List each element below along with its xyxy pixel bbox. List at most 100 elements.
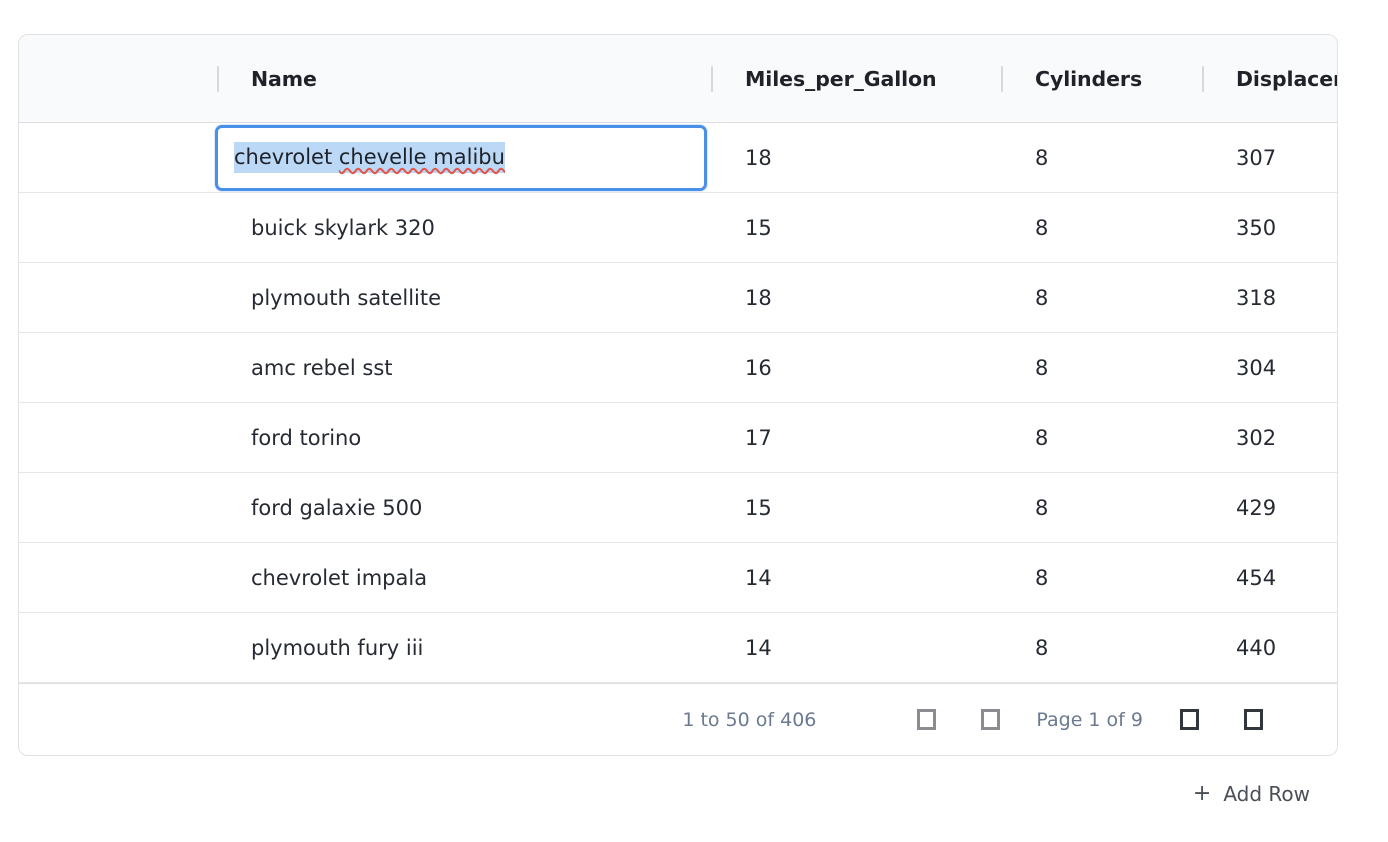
cell-cylinders[interactable]: 8 [1001, 543, 1202, 612]
table-row[interactable]: chevrolet impala 14 8 454 [19, 543, 1337, 613]
cell-value-name: plymouth satellite [251, 285, 442, 310]
cell-value-name: ford galaxie 500 [251, 495, 423, 520]
previous-page-button[interactable] [976, 706, 1004, 734]
cell-name[interactable]: plymouth fury iii [217, 613, 711, 682]
cell-value-displacement: 307 [1236, 145, 1277, 170]
cell-cylinders[interactable]: 8 [1001, 613, 1202, 682]
cell-mpg[interactable]: 15 [711, 193, 1001, 262]
column-header-label-displacement: Displacement [1236, 66, 1337, 91]
cell-value-displacement: 304 [1236, 355, 1277, 380]
cell-name[interactable]: buick skylark 320 [217, 193, 711, 262]
row-index-cell[interactable] [19, 543, 217, 612]
cell-value-mpg: 17 [745, 425, 772, 450]
next-page-icon [1179, 709, 1199, 730]
table-row[interactable]: amc rebel sst 16 8 304 [19, 333, 1337, 403]
cell-value-displacement: 302 [1236, 425, 1277, 450]
cell-value-cylinders: 8 [1035, 145, 1049, 170]
cell-displacement[interactable]: 318 [1202, 263, 1337, 332]
column-header-label-name: Name [251, 66, 317, 91]
cell-value-cylinders: 8 [1035, 425, 1049, 450]
cell-cylinders[interactable]: 8 [1001, 333, 1202, 402]
add-row-button[interactable]: + Add Row [1191, 778, 1312, 810]
cell-displacement[interactable]: 304 [1202, 333, 1337, 402]
cell-cylinders[interactable]: 8 [1001, 263, 1202, 332]
row-index-cell[interactable] [19, 403, 217, 472]
cell-value-cylinders: 8 [1035, 495, 1049, 520]
cell-value-cylinders: 8 [1035, 285, 1049, 310]
cell-mpg[interactable]: 18 [711, 263, 1001, 332]
column-header-name[interactable]: Name [217, 35, 711, 122]
column-resize-handle-cylinders[interactable] [1001, 65, 1003, 92]
page-indicator: Page 1 of 9 [1036, 708, 1143, 731]
cell-name[interactable]: chevrolet chevelle malibu [215, 123, 711, 192]
first-page-icon [916, 709, 936, 730]
cell-value-cylinders: 8 [1035, 565, 1049, 590]
cell-name[interactable]: plymouth satellite [217, 263, 711, 332]
cell-value-cylinders: 8 [1035, 635, 1049, 660]
cell-cylinders[interactable]: 8 [1001, 473, 1202, 542]
cell-mpg[interactable]: 17 [711, 403, 1001, 472]
cell-displacement[interactable]: 429 [1202, 473, 1337, 542]
table-row[interactable]: plymouth fury iii 14 8 440 [19, 613, 1337, 683]
plus-icon: + [1192, 781, 1212, 806]
table-row[interactable]: ford galaxie 500 15 8 429 [19, 473, 1337, 543]
next-page-button[interactable] [1175, 706, 1203, 734]
cell-cylinders[interactable]: 8 [1001, 403, 1202, 472]
row-index-cell[interactable] [19, 473, 217, 542]
cell-value-mpg: 16 [745, 355, 772, 380]
column-header-index[interactable] [19, 35, 217, 122]
grid-header-row: Name Miles_per_Gallon Cylinders Displace… [19, 35, 1337, 123]
last-page-icon [1243, 709, 1263, 730]
cell-mpg[interactable]: 18 [711, 123, 1001, 192]
cell-displacement[interactable]: 454 [1202, 543, 1337, 612]
cell-cylinders[interactable]: 8 [1001, 123, 1202, 192]
data-grid: Name Miles_per_Gallon Cylinders Displace… [18, 34, 1338, 756]
column-resize-handle-displacement[interactable] [1202, 65, 1204, 92]
last-page-button[interactable] [1239, 706, 1267, 734]
cell-mpg[interactable]: 15 [711, 473, 1001, 542]
cell-mpg[interactable]: 14 [711, 613, 1001, 682]
column-header-displacement[interactable]: Displacement [1202, 35, 1337, 122]
cell-value-mpg: 14 [745, 635, 772, 660]
column-header-label-cylinders: Cylinders [1035, 66, 1143, 91]
cell-value-mpg: 15 [745, 215, 772, 240]
cell-displacement[interactable]: 302 [1202, 403, 1337, 472]
cell-name[interactable]: ford torino [217, 403, 711, 472]
row-index-cell[interactable] [19, 263, 217, 332]
cell-displacement[interactable]: 307 [1202, 123, 1337, 192]
cell-value-displacement: 429 [1236, 495, 1277, 520]
cell-value-name: buick skylark 320 [251, 215, 435, 240]
column-header-cylinders[interactable]: Cylinders [1001, 35, 1202, 122]
cell-editor-name[interactable]: chevrolet chevelle malibu [215, 124, 707, 191]
cell-name[interactable]: ford galaxie 500 [217, 473, 711, 542]
table-row[interactable]: buick skylark 320 15 8 350 [19, 193, 1337, 263]
cell-displacement[interactable]: 440 [1202, 613, 1337, 682]
cell-name[interactable]: amc rebel sst [217, 333, 711, 402]
table-row[interactable]: ford torino 17 8 302 [19, 403, 1337, 473]
cell-value-displacement: 350 [1236, 215, 1277, 240]
column-header-miles-per-gallon[interactable]: Miles_per_Gallon [711, 35, 1001, 122]
first-page-button[interactable] [912, 706, 940, 734]
cell-name[interactable]: chevrolet impala [217, 543, 711, 612]
row-index-cell[interactable] [19, 123, 217, 192]
column-header-label-miles-per-gallon: Miles_per_Gallon [745, 66, 937, 91]
cell-value-mpg: 18 [745, 285, 772, 310]
cell-mpg[interactable]: 16 [711, 333, 1001, 402]
cell-value-mpg: 18 [745, 145, 772, 170]
row-index-cell[interactable] [19, 193, 217, 262]
cell-value-mpg: 14 [745, 565, 772, 590]
table-row[interactable]: chevrolet chevelle malibu 18 8 307 [19, 123, 1337, 193]
row-index-cell[interactable] [19, 333, 217, 402]
cell-value-name: chevrolet impala [251, 565, 428, 590]
cell-value-name: plymouth fury iii [251, 635, 424, 660]
table-row[interactable]: plymouth satellite 18 8 318 [19, 263, 1337, 333]
cell-displacement[interactable]: 350 [1202, 193, 1337, 262]
cell-editor-text-misspelled: chevelle malibu [338, 145, 505, 170]
column-resize-handle-name[interactable] [217, 65, 219, 92]
cell-editor-text: chevrolet chevelle malibu [234, 142, 505, 173]
column-resize-handle-miles-per-gallon[interactable] [711, 65, 713, 92]
add-row-bar: + Add Row [18, 778, 1338, 810]
row-index-cell[interactable] [19, 613, 217, 682]
cell-mpg[interactable]: 14 [711, 543, 1001, 612]
cell-cylinders[interactable]: 8 [1001, 193, 1202, 262]
